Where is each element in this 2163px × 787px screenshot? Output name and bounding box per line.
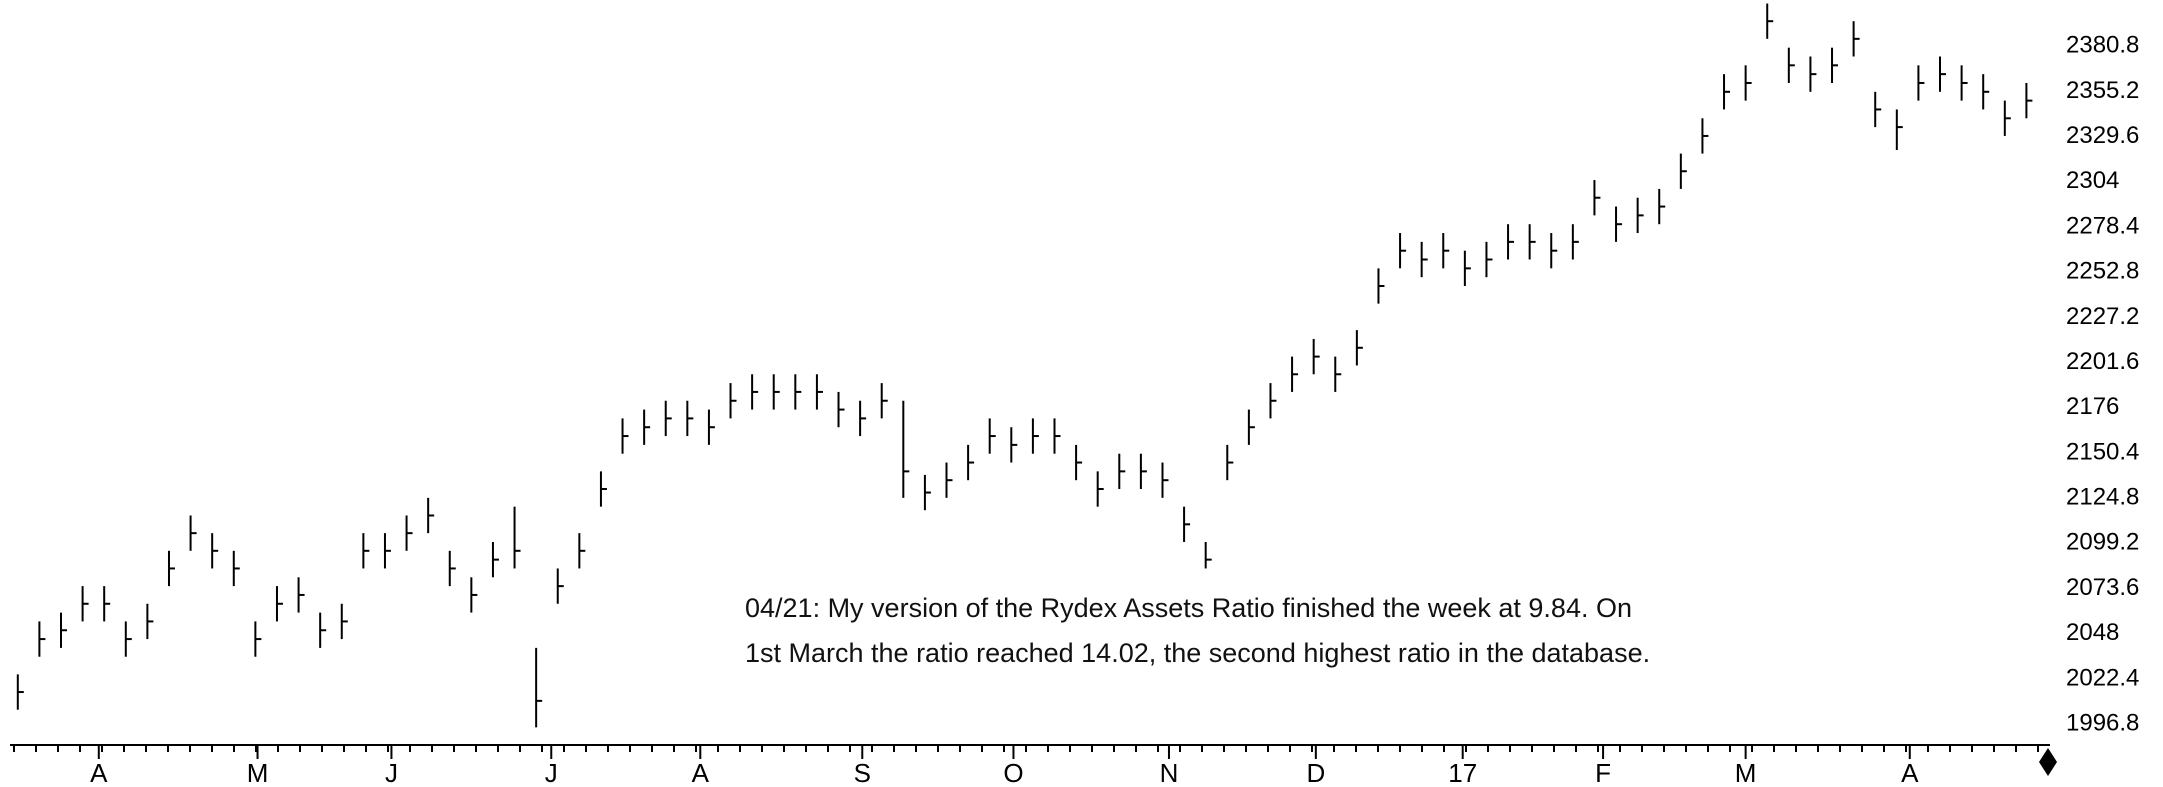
y-tick-label: 1996.8 (2066, 710, 2139, 737)
y-tick-label: 2201.6 (2066, 348, 2139, 375)
y-tick-label: 2022.4 (2066, 664, 2139, 691)
y-tick-label: 2380.8 (2066, 32, 2139, 59)
y-tick-label: 2124.8 (2066, 484, 2139, 511)
x-tick-label: J (385, 758, 398, 787)
x-tick-label: N (1160, 758, 1179, 787)
y-tick-label: 2176 (2066, 393, 2119, 420)
x-tick-label: 17 (1448, 758, 1477, 787)
y-tick-label: 2048 (2066, 619, 2119, 646)
y-tick-label: 2304 (2066, 167, 2119, 194)
y-tick-label: 2099.2 (2066, 529, 2139, 556)
y-tick-label: 2227.2 (2066, 303, 2139, 330)
x-tick-label: A (692, 758, 710, 787)
x-tick-label: A (90, 758, 108, 787)
end-marker (2039, 748, 2057, 776)
y-tick-label: 2278.4 (2066, 212, 2139, 239)
annotation: 04/21: My version of the Rydex Assets Ra… (745, 593, 1632, 623)
y-tick-label: 2073.6 (2066, 574, 2139, 601)
x-tick-label: D (1306, 758, 1325, 787)
x-tick-label: J (545, 758, 558, 787)
x-tick-label: A (1901, 758, 1919, 787)
y-tick-label: 2252.8 (2066, 258, 2139, 285)
x-tick-label: M (247, 758, 269, 787)
x-tick-label: F (1595, 758, 1611, 787)
y-tick-label: 2329.6 (2066, 122, 2139, 149)
x-tick-label: O (1003, 758, 1023, 787)
x-tick-label: S (854, 758, 871, 787)
annotation: 1st March the ratio reached 14.02, the s… (745, 638, 1650, 668)
x-tick-label: M (1735, 758, 1757, 787)
y-tick-label: 2150.4 (2066, 438, 2139, 465)
y-tick-label: 2355.2 (2066, 77, 2139, 104)
